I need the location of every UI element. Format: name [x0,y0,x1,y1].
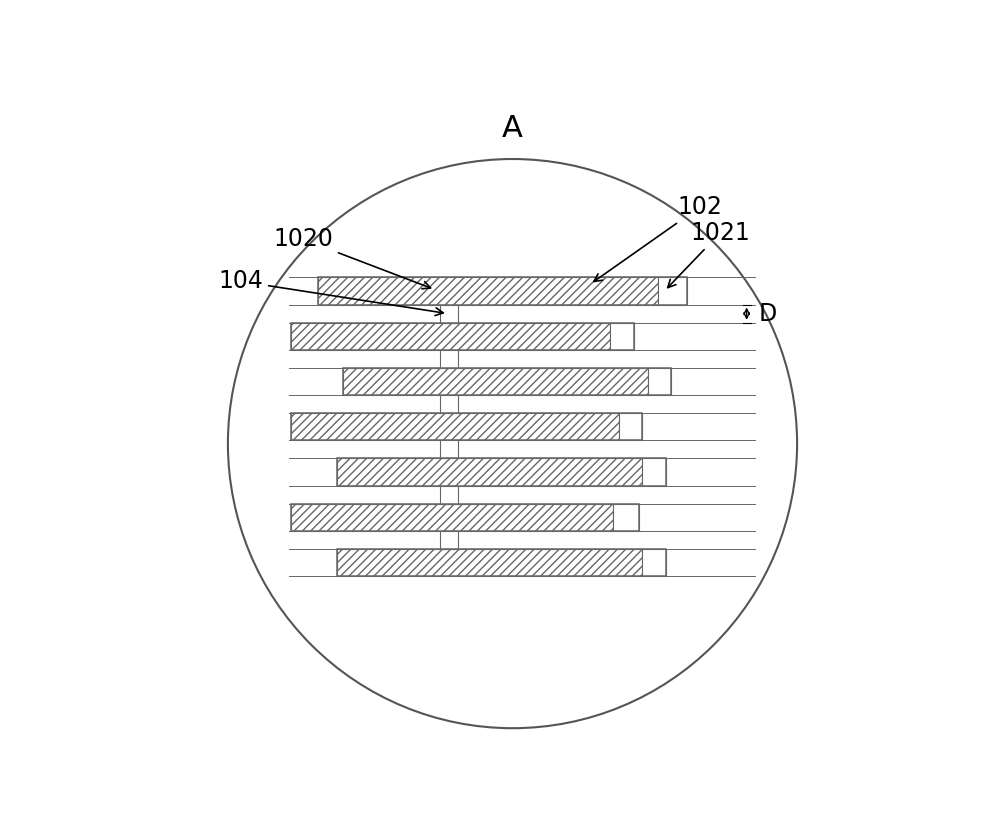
Bar [337,459,666,486]
Bar [619,413,642,440]
Text: 1021: 1021 [668,221,750,287]
Text: 104: 104 [218,270,443,316]
Bar [291,413,619,440]
Bar [337,549,666,576]
Bar [337,549,642,576]
Bar [318,277,687,305]
Bar [291,504,639,531]
Bar [658,277,687,305]
Bar [291,323,634,349]
Bar [642,459,666,486]
Bar [337,459,642,486]
Text: 102: 102 [594,195,722,281]
Bar [343,368,671,395]
Bar [440,486,458,504]
Bar [291,413,642,440]
Bar [440,440,458,459]
Bar [291,323,610,349]
Bar [440,305,458,323]
Bar [440,349,458,368]
Text: D: D [758,302,777,326]
Bar [648,368,671,395]
Bar [318,277,658,305]
Bar [291,504,613,531]
Text: 1020: 1020 [273,228,431,289]
Bar [613,504,639,531]
Bar [343,368,648,395]
Bar [440,531,458,549]
Bar [440,395,458,413]
Bar [610,323,634,349]
Bar [642,549,666,576]
Text: A: A [502,114,523,143]
